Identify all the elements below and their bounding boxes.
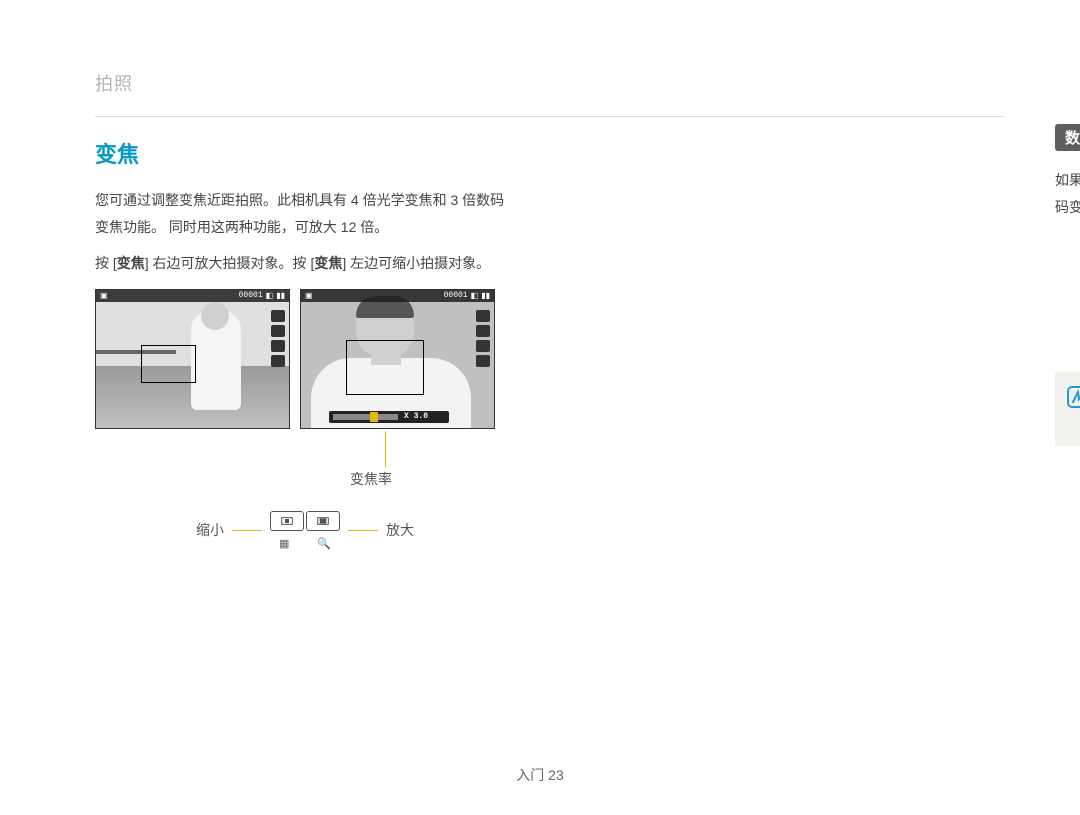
left-column: 拍照 变焦 您可通过调整变焦近距拍照。此相机具有 4 倍光学变焦和 3 倍数码变… [95,70,1005,550]
zoom-in-label: 放大 [386,520,414,540]
note-box: 使用脸部侦测或跟踪AF选项时，数码变焦不可用。 使用数码变焦时，相机可能需要更长… [1055,372,1080,446]
info-icon [1067,386,1080,408]
zoom-indicator: X 3.0 [329,411,449,423]
grid-icon: ▦ [279,537,289,550]
counter: 00001 [239,291,263,300]
battery-icon: ▮▮ [276,291,285,301]
zoom-out-label: 缩小 [196,520,224,540]
osd-sidebar [474,310,492,367]
battery-icon: ▮▮ [481,291,490,301]
digital-zoom-paragraph: 如果变焦指示标记在数码范围内，则相机将使用数码变焦。使用数码变焦时，相片画质可能… [1055,167,1080,220]
focus-box-icon [141,345,196,383]
screenshot-zoomed: ▣ 00001 ◧ ▮▮ X 3.0 [300,289,495,429]
camera-icon: ▣ [305,291,313,301]
screenshot-wide: ▣ 00001 ◧ ▮▮ [95,289,290,429]
right-column: 数码变焦 P SCN 如果变焦指示标记在数码范围内，则相机将使用数码变焦。使用数… [1055,70,1080,550]
divider [95,116,1005,117]
intro-paragraph: 您可通过调整变焦近距拍照。此相机具有 4 倍光学变焦和 3 倍数码变焦功能。 同… [95,187,515,240]
zoom-rate-callout: 变焦率 [95,431,515,489]
zoom-controls-diagram: 缩小 ▦ 🔍 [95,511,515,550]
focus-box-icon [346,340,424,395]
camera-screenshots: ▣ 00001 ◧ ▮▮ [95,289,515,429]
osd-topbar: ▣ 00001 ◧ ▮▮ [301,290,494,302]
sub-heading: 数码变焦 P SCN [1055,124,1080,151]
camera-icon: ▣ [100,291,108,301]
magnifier-icon: 🔍 [317,537,331,550]
card-icon: ◧ [471,291,479,301]
manual-page: 拍照 变焦 您可通过调整变焦近距拍照。此相机具有 4 倍光学变焦和 3 倍数码变… [0,0,1080,550]
section-title: 变焦 [95,137,515,169]
counter: 00001 [444,291,468,300]
osd-topbar: ▣ 00001 ◧ ▮▮ [96,290,289,302]
card-icon: ◧ [266,291,274,301]
instruction-line: 按 [变焦] 右边可放大拍摄对象。按 [变焦] 左边可缩小拍摄对象。 [95,250,515,277]
zoom-in-button-icon [306,511,340,531]
osd-sidebar [269,310,287,367]
breadcrumb: 拍照 [95,70,1005,96]
page-footer: 入门 23 [0,765,1080,785]
digital-zoom-pill: 数码变焦 [1055,124,1080,151]
zoom-out-button-icon [270,511,304,531]
